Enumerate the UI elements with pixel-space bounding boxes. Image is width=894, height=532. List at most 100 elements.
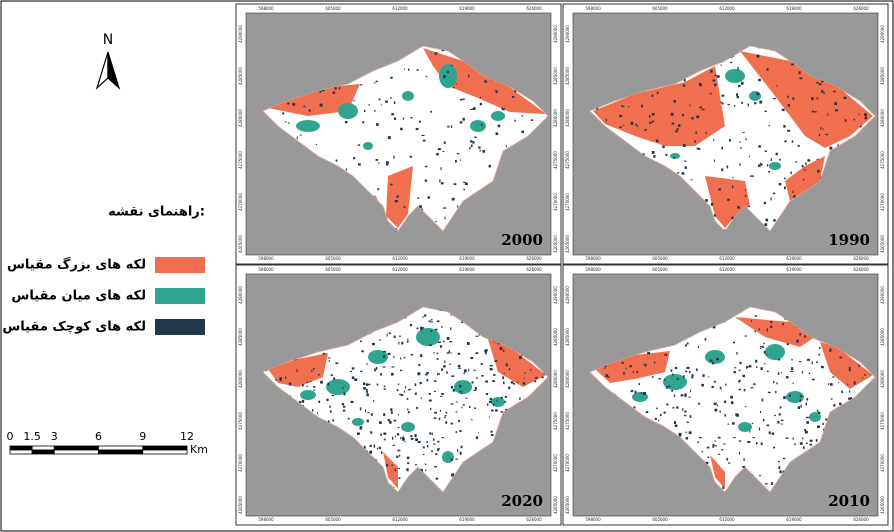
small-patch — [455, 411, 458, 413]
small-patch — [409, 324, 412, 327]
small-patch — [502, 381, 505, 385]
small-patch — [327, 357, 331, 359]
small-patch — [367, 412, 370, 414]
small-patch — [508, 386, 511, 390]
small-patch — [841, 390, 843, 394]
small-patch — [470, 144, 473, 148]
small-patch — [721, 146, 724, 150]
small-patch — [633, 406, 636, 409]
small-patch — [807, 159, 811, 162]
small-patch — [450, 327, 452, 331]
small-patch — [759, 345, 761, 348]
small-patch — [523, 377, 525, 379]
small-patch — [451, 197, 455, 201]
small-patch — [688, 431, 692, 434]
small-patch — [318, 400, 321, 404]
small-patch — [722, 486, 724, 489]
small-patch — [820, 127, 822, 130]
y-tick-label: 4280000 — [880, 370, 885, 388]
small-patch — [712, 361, 715, 365]
small-patch — [426, 378, 429, 382]
small-patch — [804, 429, 807, 431]
large-patch — [268, 353, 328, 387]
small-patch — [792, 97, 795, 100]
small-patch — [486, 403, 489, 406]
small-patch — [629, 365, 632, 368]
small-patch — [767, 391, 771, 394]
medium-patch — [296, 120, 320, 132]
panel-year: 2000 — [501, 231, 543, 249]
small-patch — [783, 177, 786, 180]
small-patch — [766, 370, 769, 373]
small-patch — [773, 219, 776, 222]
small-patch — [375, 80, 378, 83]
small-patch — [485, 351, 487, 355]
small-patch — [803, 335, 806, 338]
small-patch — [426, 440, 428, 443]
small-patch — [347, 417, 350, 420]
small-patch — [364, 409, 367, 413]
small-patch — [736, 93, 739, 97]
small-patch — [706, 446, 710, 449]
small-patch — [462, 98, 465, 101]
small-patch — [378, 98, 381, 101]
medium-patch — [725, 69, 745, 83]
small-patch — [389, 421, 392, 424]
small-patch — [832, 376, 835, 378]
small-patch — [449, 341, 453, 343]
small-patch — [839, 402, 842, 406]
small-patch — [517, 381, 519, 383]
small-patch — [387, 136, 391, 140]
scale-label: 9 — [139, 430, 146, 443]
small-patch — [376, 447, 378, 450]
small-patch — [320, 380, 323, 384]
small-patch — [777, 372, 780, 376]
small-patch — [792, 190, 794, 194]
small-patch — [753, 383, 756, 385]
y-tick-label: 4265000 — [238, 496, 243, 514]
small-patch — [410, 117, 413, 119]
small-patch — [754, 315, 757, 317]
x-tick-label: 619000 — [459, 517, 475, 522]
small-patch — [607, 376, 610, 378]
y-tick-label: 4275000 — [565, 151, 570, 169]
small-patch — [773, 446, 776, 449]
small-patch — [737, 67, 739, 70]
legend-label: لکه های کوچک مقیاس — [2, 320, 146, 335]
small-patch — [430, 110, 432, 113]
small-patch — [676, 406, 679, 409]
small-patch — [712, 325, 716, 329]
small-patch — [717, 453, 721, 455]
small-patch — [759, 100, 763, 104]
small-patch — [859, 125, 862, 128]
small-patch — [351, 376, 355, 380]
small-patch — [782, 457, 786, 460]
small-patch — [817, 169, 820, 173]
small-patch — [821, 80, 824, 83]
small-patch — [393, 355, 395, 359]
small-patch — [459, 384, 462, 388]
small-patch — [790, 367, 794, 371]
small-patch — [479, 96, 481, 99]
small-patch — [420, 326, 423, 329]
small-patch — [463, 372, 465, 375]
small-patch — [752, 437, 755, 439]
small-patch — [809, 443, 813, 446]
small-patch — [473, 369, 476, 371]
small-patch — [535, 376, 538, 379]
small-patch — [691, 374, 694, 377]
small-patch — [685, 344, 687, 347]
small-patch — [441, 48, 445, 52]
small-patch — [694, 140, 696, 143]
small-patch — [651, 150, 655, 154]
y-tick-label: 4275000 — [553, 151, 558, 169]
small-patch — [407, 411, 410, 414]
small-patch — [787, 129, 791, 132]
small-patch — [326, 398, 329, 401]
small-patch — [755, 366, 758, 369]
small-patch — [452, 472, 454, 475]
small-patch — [803, 446, 805, 449]
small-patch — [416, 69, 419, 71]
small-patch — [444, 416, 446, 419]
small-patch — [689, 104, 691, 107]
